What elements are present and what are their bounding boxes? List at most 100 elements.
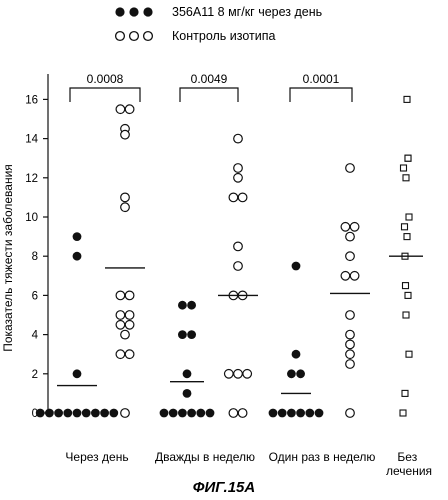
data-point-filled-circle [287, 408, 296, 418]
legend-label-control: Контроль изотипа [172, 29, 275, 43]
data-point-filled-circle [72, 251, 82, 261]
legend-open-dot [142, 30, 154, 42]
data-point-filled-circle [159, 408, 169, 418]
data-point-open-circle [120, 192, 130, 203]
data-point-open-square [399, 409, 407, 417]
data-point-open-circle [237, 408, 248, 418]
data-point-open-circle [233, 133, 243, 144]
data-point-open-circle [233, 368, 243, 379]
significance-bracket [179, 87, 239, 102]
y-tick-label: 12 [25, 173, 38, 185]
y-tick-label: 14 [25, 134, 38, 146]
x-axis-labels: Через день Дважды в неделю Один раз в не… [65, 450, 432, 478]
data-point-open-square [405, 213, 413, 221]
y-tick-label: 16 [25, 94, 38, 106]
data-point-filled-circle [81, 408, 91, 418]
significance-bracket [289, 87, 353, 102]
data-point-filled-circle [277, 408, 287, 418]
y-tick-label: 6 [32, 290, 38, 302]
data-point-filled-circle [100, 408, 109, 418]
data-point-open-circle [345, 329, 355, 340]
legend-filled-dot [143, 7, 153, 17]
data-point-open-square [405, 350, 413, 358]
data-point-filled-circle [72, 369, 82, 379]
data-point-open-square [400, 223, 409, 231]
data-point-open-square [401, 389, 409, 397]
data-point-filled-circle [178, 330, 187, 339]
figure-caption: ФИГ.15А [193, 479, 255, 496]
data-point-open-circle [340, 221, 351, 232]
y-tick-label: 4 [32, 330, 39, 342]
data-point-open-square [402, 174, 410, 182]
legend-filled-dot [129, 7, 139, 17]
data-point-open-circle [345, 163, 355, 173]
data-point-open-circle [115, 290, 126, 301]
data-point-open-circle [120, 202, 130, 213]
y-tick-label: 0 [32, 408, 38, 420]
data-point-open-circle [237, 192, 248, 203]
data-point-filled-circle [291, 261, 301, 271]
legend-open-dot [128, 30, 140, 42]
data-point-open-circle [228, 192, 239, 203]
data-point-filled-circle [296, 408, 305, 418]
data-point-open-circle [228, 408, 239, 418]
data-point-filled-circle [182, 389, 192, 398]
data-point-open-circle [120, 408, 130, 418]
legend-marker-control [114, 30, 154, 42]
data-point-open-square [403, 233, 411, 241]
category-label-once-weekly: Один раз в неделю [269, 450, 376, 464]
data-point-open-square [403, 95, 411, 103]
plot-area: 0.0008 0.0049 0.0001 [35, 72, 423, 418]
data-point-filled-circle [182, 369, 192, 379]
data-point-open-circle [233, 241, 243, 252]
y-tick-label: 8 [32, 251, 38, 263]
data-point-open-square [399, 164, 408, 172]
data-point-filled-circle [72, 408, 82, 418]
data-point-filled-circle [268, 408, 278, 418]
y-axis-ticks: 0 2 4 6 8 10 12 14 16 [25, 94, 48, 420]
data-point-filled-circle [187, 330, 197, 339]
data-point-filled-circle [35, 408, 45, 418]
data-point-filled-circle [178, 300, 187, 310]
data-point-open-circle [349, 221, 360, 232]
data-point-open-square [404, 154, 412, 162]
data-point-open-circle [124, 319, 135, 330]
data-point-open-circle [233, 261, 243, 271]
data-point-open-circle [345, 349, 355, 360]
data-point-open-circle [345, 251, 355, 262]
data-point-filled-circle [91, 408, 100, 418]
data-point-open-circle [233, 172, 243, 183]
category-label-every-other-day: Через день [65, 450, 128, 464]
data-point-open-circle [124, 290, 135, 301]
data-point-open-circle [345, 339, 355, 350]
data-point-filled-circle [187, 408, 197, 418]
data-point-open-circle [120, 329, 130, 340]
data-point-filled-circle [305, 408, 315, 418]
data-point-filled-circle [63, 408, 73, 418]
data-point-filled-circle [205, 408, 215, 418]
data-point-filled-circle [168, 408, 178, 418]
legend-label-treated: 356A11 8 мг/кг через день [172, 5, 322, 19]
data-point-filled-circle [296, 369, 305, 379]
data-point-open-circle [115, 319, 126, 330]
data-point-filled-circle [287, 369, 296, 379]
data-point-filled-circle [196, 408, 206, 418]
data-point-open-circle [124, 310, 135, 320]
data-point-open-circle [345, 231, 355, 242]
legend-open-dot [114, 30, 126, 42]
data-point-open-circle [345, 408, 355, 418]
data-point-filled-circle [45, 408, 54, 418]
data-point-open-circle [115, 349, 126, 360]
data-point-open-square [402, 311, 410, 319]
legend: 356A11 8 мг/кг через день Контроль изоти… [114, 5, 322, 43]
data-point-open-circle [345, 310, 355, 320]
data-point-open-circle [115, 104, 126, 115]
p-value-label: 0.0008 [87, 72, 124, 86]
data-point-filled-circle [291, 349, 301, 359]
data-point-open-circle [120, 129, 130, 140]
y-tick-label: 2 [32, 369, 38, 381]
significance-bracket [69, 87, 141, 102]
data-point-open-circle [223, 368, 234, 379]
category-label-twice-weekly: Дважды в неделю [155, 450, 255, 464]
